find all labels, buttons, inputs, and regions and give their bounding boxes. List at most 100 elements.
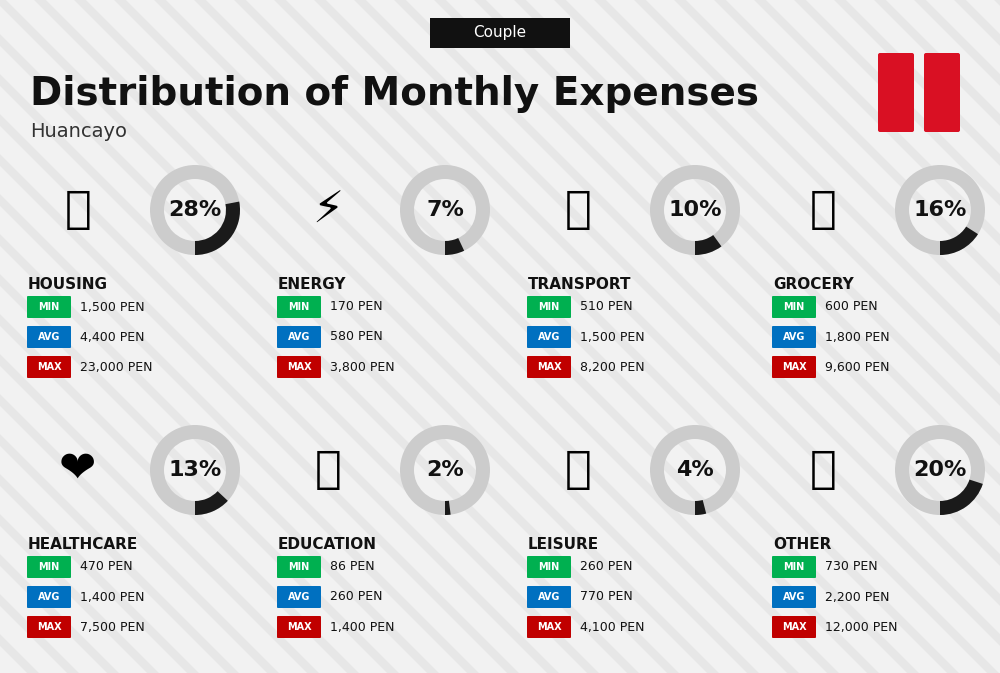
Text: 🛍️: 🛍️ [565,448,591,491]
Text: 1,400 PEN: 1,400 PEN [330,621,394,633]
Wedge shape [650,165,740,255]
Text: AVG: AVG [538,332,560,342]
FancyBboxPatch shape [527,326,571,348]
Text: AVG: AVG [538,592,560,602]
Text: MAX: MAX [37,362,61,372]
Text: MAX: MAX [537,362,561,372]
Text: 470 PEN: 470 PEN [80,561,133,573]
Text: 4%: 4% [676,460,714,480]
Text: 8,200 PEN: 8,200 PEN [580,361,645,374]
FancyBboxPatch shape [772,296,816,318]
FancyBboxPatch shape [27,296,71,318]
Wedge shape [940,227,978,255]
Text: AVG: AVG [288,332,310,342]
FancyBboxPatch shape [277,296,321,318]
Text: MIN: MIN [38,562,60,572]
FancyBboxPatch shape [772,616,816,638]
Text: MIN: MIN [288,302,310,312]
FancyBboxPatch shape [277,616,321,638]
Text: 7,500 PEN: 7,500 PEN [80,621,145,633]
FancyBboxPatch shape [527,556,571,578]
Text: 🏗️: 🏗️ [65,188,91,232]
FancyBboxPatch shape [527,586,571,608]
FancyBboxPatch shape [772,556,816,578]
Text: 🚌: 🚌 [565,188,591,232]
Text: 1,400 PEN: 1,400 PEN [80,590,144,604]
Wedge shape [895,425,985,515]
Text: 7%: 7% [426,200,464,220]
Text: 1,800 PEN: 1,800 PEN [825,330,890,343]
Text: 20%: 20% [913,460,967,480]
FancyBboxPatch shape [924,53,960,132]
Text: 170 PEN: 170 PEN [330,301,383,314]
FancyBboxPatch shape [277,556,321,578]
Text: HOUSING: HOUSING [28,277,108,292]
Text: MIN: MIN [783,562,805,572]
FancyBboxPatch shape [277,356,321,378]
Text: Huancayo: Huancayo [30,122,127,141]
Wedge shape [400,425,490,515]
Text: ❤️: ❤️ [59,448,97,491]
Text: 260 PEN: 260 PEN [580,561,633,573]
Text: MIN: MIN [288,562,310,572]
Wedge shape [195,202,240,255]
FancyBboxPatch shape [527,296,571,318]
Text: 🛒: 🛒 [810,188,836,232]
Text: 2,200 PEN: 2,200 PEN [825,590,890,604]
Text: 16%: 16% [913,200,967,220]
Text: ENERGY: ENERGY [278,277,347,292]
Text: AVG: AVG [783,332,805,342]
FancyBboxPatch shape [878,53,914,132]
Text: MIN: MIN [538,562,560,572]
Text: 730 PEN: 730 PEN [825,561,878,573]
Wedge shape [650,425,740,515]
Text: Couple: Couple [473,26,527,40]
Text: ⚡: ⚡ [312,188,344,232]
FancyBboxPatch shape [277,586,321,608]
FancyBboxPatch shape [27,326,71,348]
Text: TRANSPORT: TRANSPORT [528,277,632,292]
FancyBboxPatch shape [772,326,816,348]
Text: AVG: AVG [38,592,60,602]
FancyBboxPatch shape [772,356,816,378]
Text: 12,000 PEN: 12,000 PEN [825,621,898,633]
Text: 👜: 👜 [810,448,836,491]
Text: MIN: MIN [538,302,560,312]
Text: AVG: AVG [288,592,310,602]
Wedge shape [445,501,451,515]
Text: 🎓: 🎓 [315,448,341,491]
FancyBboxPatch shape [527,616,571,638]
Wedge shape [150,425,240,515]
Text: 28%: 28% [168,200,222,220]
Wedge shape [895,165,985,255]
Text: 4,100 PEN: 4,100 PEN [580,621,644,633]
Wedge shape [695,235,721,255]
Text: MIN: MIN [38,302,60,312]
Text: 1,500 PEN: 1,500 PEN [580,330,645,343]
FancyBboxPatch shape [430,18,570,48]
Text: 770 PEN: 770 PEN [580,590,633,604]
Text: MIN: MIN [783,302,805,312]
Text: MAX: MAX [287,622,311,632]
Text: OTHER: OTHER [773,537,831,552]
Text: 260 PEN: 260 PEN [330,590,382,604]
FancyBboxPatch shape [527,356,571,378]
Wedge shape [445,238,464,255]
Text: MAX: MAX [537,622,561,632]
Text: 2%: 2% [426,460,464,480]
Text: EDUCATION: EDUCATION [278,537,377,552]
Wedge shape [150,165,240,255]
Text: 10%: 10% [668,200,722,220]
Text: AVG: AVG [783,592,805,602]
Wedge shape [695,500,706,515]
Text: LEISURE: LEISURE [528,537,599,552]
FancyBboxPatch shape [27,356,71,378]
FancyBboxPatch shape [27,586,71,608]
FancyBboxPatch shape [27,616,71,638]
Text: MAX: MAX [782,622,806,632]
Text: 510 PEN: 510 PEN [580,301,633,314]
Text: HEALTHCARE: HEALTHCARE [28,537,138,552]
FancyBboxPatch shape [277,326,321,348]
Text: MAX: MAX [37,622,61,632]
Text: AVG: AVG [38,332,60,342]
